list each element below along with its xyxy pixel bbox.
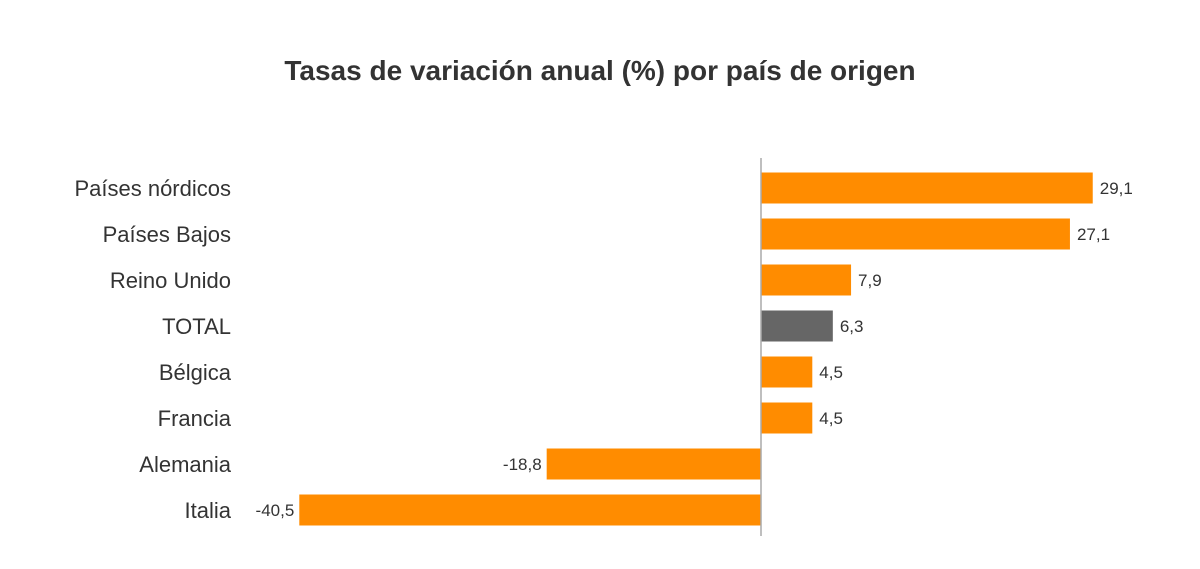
bar-total (761, 310, 833, 342)
category-label-belgica: Bélgica (159, 360, 232, 385)
category-label-italia: Italia (185, 498, 232, 523)
value-label-paises-bajos: 27,1 (1077, 225, 1110, 244)
category-label-francia: Francia (158, 406, 232, 431)
value-label-italia: -40,5 (256, 501, 295, 520)
value-label-reino-unido: 7,9 (858, 271, 882, 290)
value-label-francia: 4,5 (819, 409, 843, 428)
category-label-paises-bajos: Países Bajos (103, 222, 231, 247)
bar-belgica (761, 356, 813, 388)
category-label-paises-nordicos: Países nórdicos (74, 176, 231, 201)
bar-reino-unido (761, 264, 852, 296)
bars-group: Países nórdicos 29,1 Países Bajos 27,1 Reino… (74, 172, 1133, 526)
bar-paises-bajos (761, 218, 1070, 250)
category-label-alemania: Alemania (139, 452, 231, 477)
chart-title: Tasas de variación anual (%) por país de… (284, 55, 915, 86)
bar-francia (761, 402, 813, 434)
bar-paises-nordicos (761, 172, 1093, 204)
bar-italia (299, 494, 761, 526)
value-label-paises-nordicos: 29,1 (1100, 179, 1133, 198)
value-label-alemania: -18,8 (503, 455, 542, 474)
value-label-belgica: 4,5 (819, 363, 843, 382)
bar-alemania (546, 448, 761, 480)
category-label-total: TOTAL (162, 314, 231, 339)
value-label-total: 6,3 (840, 317, 864, 336)
category-label-reino-unido: Reino Unido (110, 268, 231, 293)
